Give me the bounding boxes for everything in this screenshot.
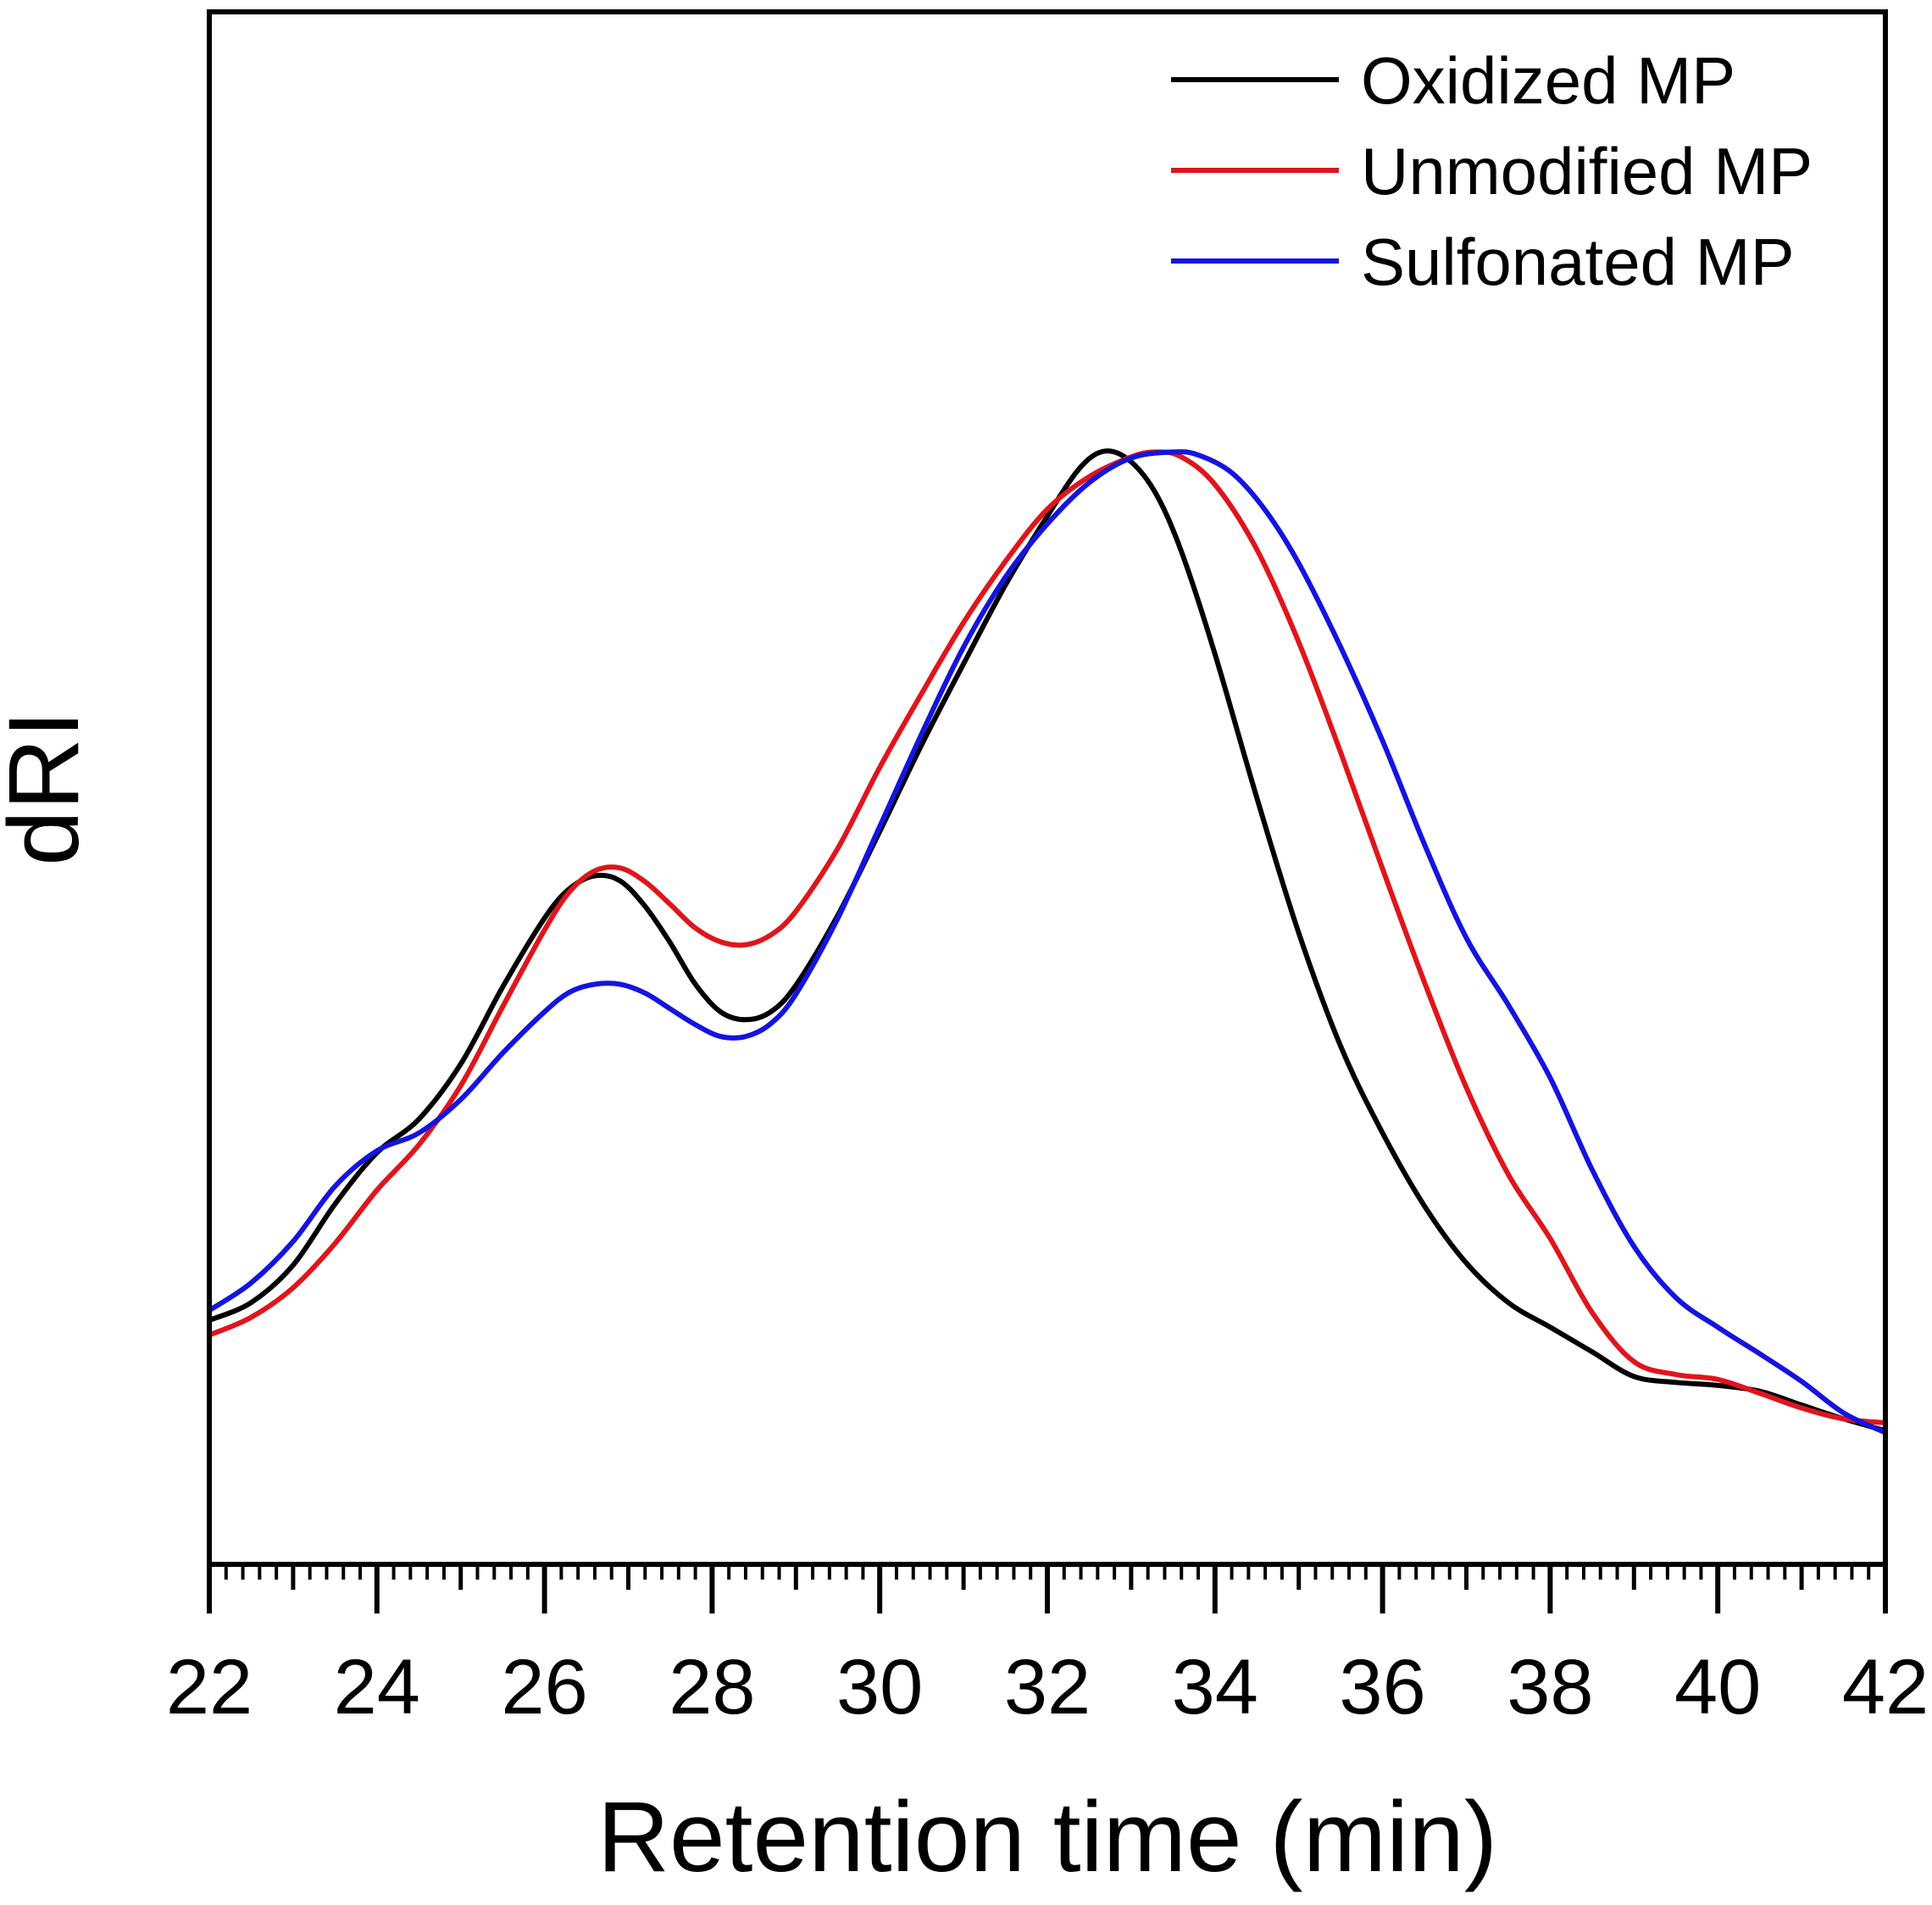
legend-label-unmodified-mp: Unmodified MP [1361, 134, 1813, 208]
legend-label-oxidized-mp: Oxidized MP [1361, 43, 1735, 118]
x-tick-label: 42 [1842, 1644, 1929, 1730]
x-tick-label: 22 [166, 1644, 253, 1730]
y-axis-title: dRI [0, 710, 100, 866]
x-tick-label: 40 [1674, 1644, 1761, 1730]
x-tick-label: 26 [501, 1644, 587, 1730]
x-tick-label: 36 [1339, 1644, 1425, 1730]
x-axis-title: Retention time (min) [597, 1781, 1497, 1893]
plot-frame [207, 9, 1888, 1567]
x-tick-label: 38 [1507, 1644, 1593, 1730]
legend: Oxidized MP Unmodified MP Sulfonated MP [1171, 43, 1813, 299]
series-line-unmodified-mp [207, 449, 1888, 1425]
x-tick-label: 32 [1004, 1644, 1091, 1730]
x-tick-label: 28 [669, 1644, 755, 1730]
series-line-oxidized-mp [207, 448, 1888, 1434]
x-axis-tick-labels: 22 24 26 28 30 32 34 36 38 40 42 [166, 1644, 1929, 1730]
legend-label-sulfonated-mp: Sulfonated MP [1361, 225, 1795, 299]
x-tick-label: 34 [1172, 1644, 1258, 1730]
x-tick-label: 24 [334, 1644, 420, 1730]
x-tick-label: 30 [836, 1644, 923, 1730]
series-line-sulfonated-mp [207, 449, 1888, 1436]
plot-series [207, 448, 1888, 1436]
